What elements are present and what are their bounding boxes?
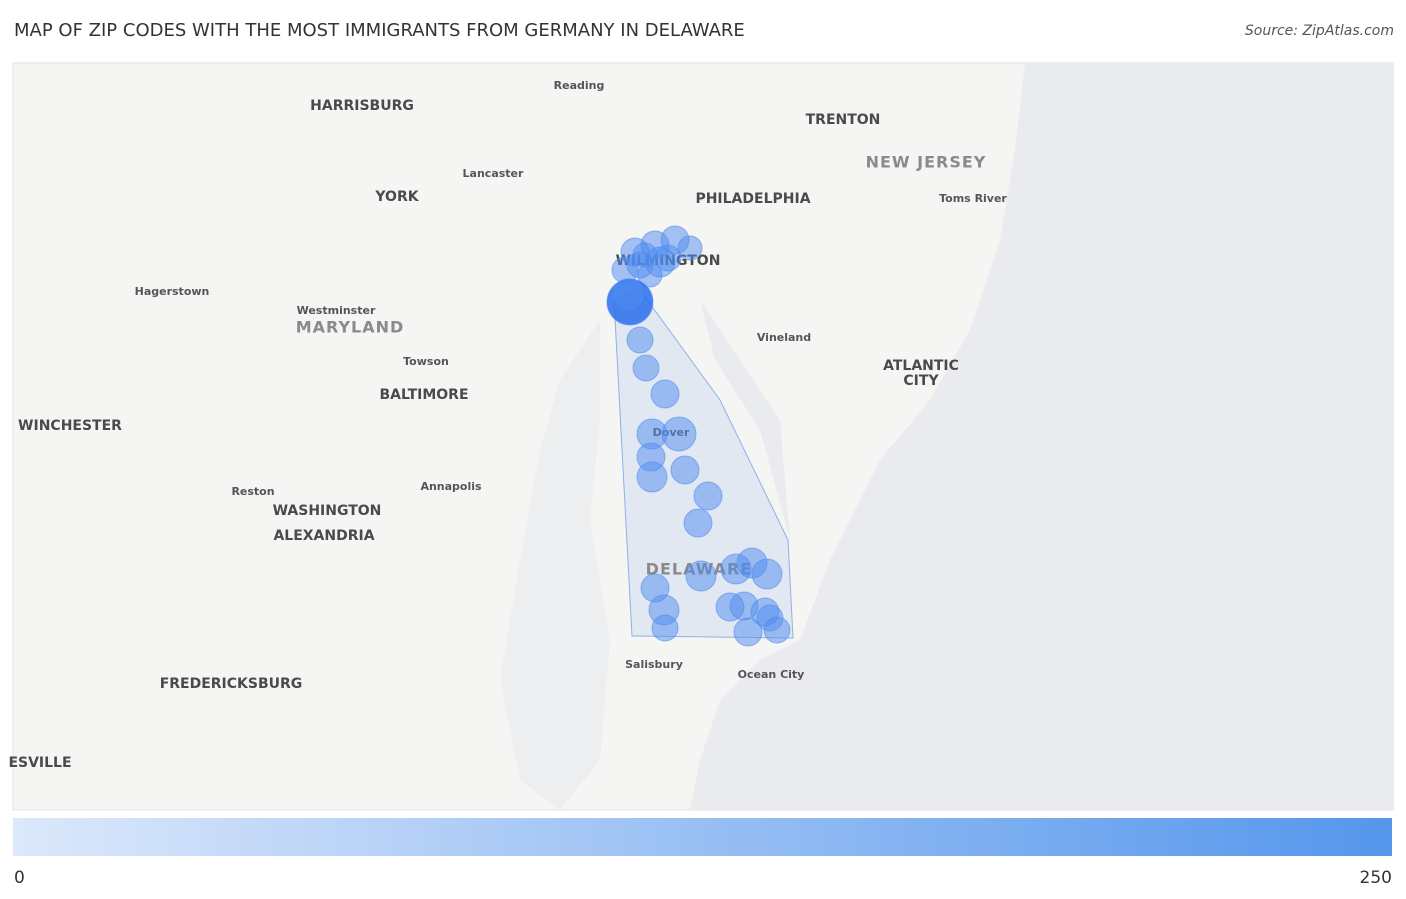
place-label: ATLANTIC — [883, 358, 959, 374]
place-label: HARRISBURG — [310, 98, 414, 114]
zip-bubble[interactable] — [636, 461, 668, 493]
zip-bubble[interactable] — [763, 616, 791, 644]
place-label: Towson — [403, 355, 449, 368]
zip-bubble[interactable] — [612, 278, 644, 310]
place-label: Toms River — [939, 192, 1007, 205]
place-label: Westminster — [297, 304, 376, 317]
place-label: TRENTON — [806, 112, 881, 128]
map-title: MAP OF ZIP CODES WITH THE MOST IMMIGRANT… — [14, 20, 745, 41]
ocean — [690, 63, 1393, 810]
place-label: FREDERICKSBURG — [160, 676, 303, 692]
place-label: YORK — [374, 189, 419, 205]
place-label: Ocean City — [738, 668, 805, 681]
zip-bubble[interactable] — [693, 481, 723, 511]
zip-bubble[interactable] — [733, 617, 763, 647]
place-label: Reading — [554, 79, 605, 92]
place-label: Annapolis — [420, 480, 482, 493]
legend-max: 250 — [1360, 868, 1392, 888]
place-label: Hagerstown — [135, 285, 210, 298]
source: Source: ZipAtlas.com — [1245, 23, 1394, 39]
zip-bubble[interactable] — [670, 455, 700, 485]
zip-bubble[interactable] — [650, 379, 680, 409]
place-label: WASHINGTON — [273, 503, 382, 519]
place-label: Salisbury — [625, 658, 683, 671]
bay — [700, 300, 790, 540]
place-label: BALTIMORE — [379, 387, 468, 403]
legend-min: 0 — [14, 868, 25, 888]
place-label: CITY — [903, 373, 939, 389]
place-label: Vineland — [757, 331, 811, 344]
legend-bar — [13, 818, 1392, 856]
place-label: Lancaster — [463, 167, 524, 180]
zip-bubble[interactable] — [683, 508, 713, 538]
zip-bubble[interactable] — [651, 614, 679, 642]
chesapeake — [500, 320, 610, 810]
zip-bubble[interactable] — [751, 558, 783, 590]
zip-bubble[interactable] — [661, 416, 697, 452]
place-label: PHILADELPHIA — [695, 191, 810, 207]
place-label: Reston — [231, 485, 274, 498]
zip-bubble[interactable] — [685, 560, 717, 592]
zip-bubble[interactable] — [626, 326, 654, 354]
place-label: WINCHESTER — [18, 418, 122, 434]
zip-bubble[interactable] — [677, 235, 703, 261]
place-label: ALEXANDRIA — [273, 528, 374, 544]
place-label: NEW JERSEY — [866, 153, 987, 172]
zip-bubble[interactable] — [720, 553, 752, 585]
zip-bubble[interactable] — [632, 354, 660, 382]
place-label: ESVILLE — [8, 755, 71, 771]
place-label: MARYLAND — [296, 318, 405, 337]
zip-bubble[interactable] — [654, 244, 682, 272]
zip-bubble[interactable] — [632, 242, 658, 268]
map: Reading HARRISBURG TRENTON NEW JERSEY Lancas… — [8, 62, 1394, 811]
